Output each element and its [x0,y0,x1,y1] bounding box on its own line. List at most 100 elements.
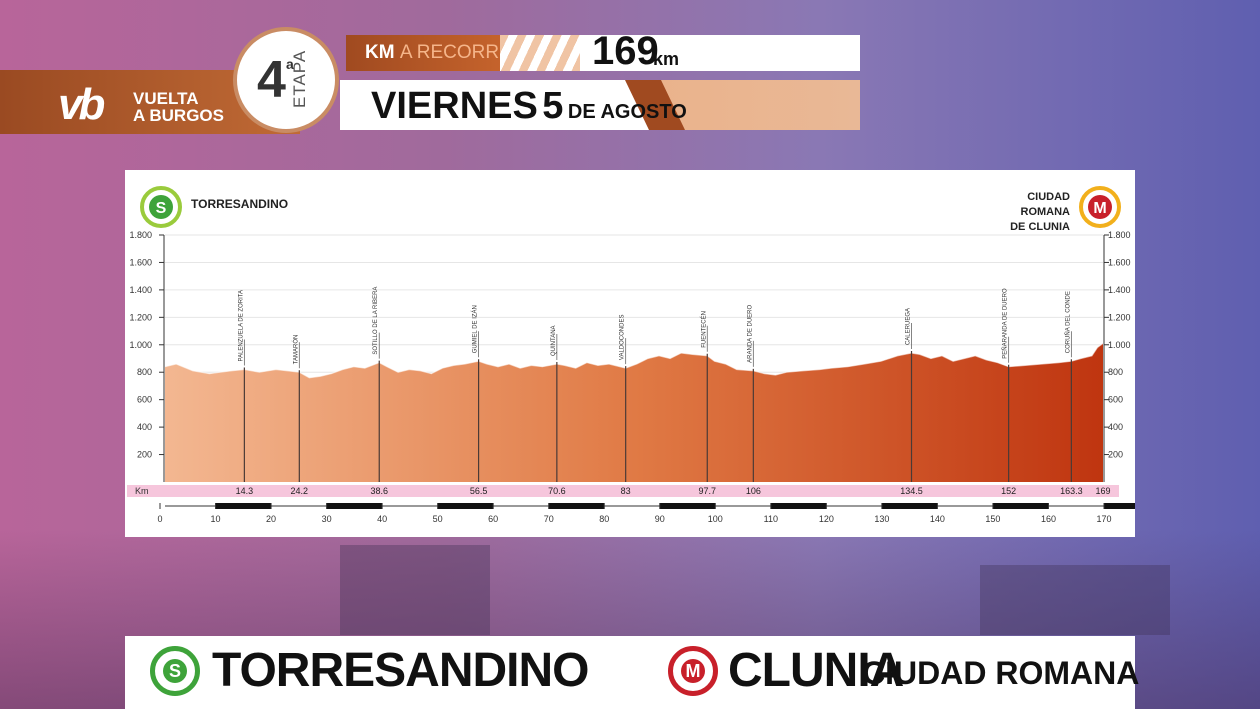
finish-marker-icon [1088,195,1112,219]
km-axis-segment [215,503,272,509]
km-label-orange: A RECORRER [399,42,526,63]
elevation-profile-area [165,343,1103,482]
waypoint-km-label: 97.7 [698,486,716,496]
km-axis-label: 40 [377,514,387,524]
km-label-white: KM [365,42,395,63]
y-tick-label-right: 400 [1108,422,1123,432]
date-day: 5 [542,85,564,127]
stage-number: 4 [257,51,286,109]
waypoint-name: SOTILLO DE LA RIBERA [373,287,379,355]
waypoint-name: QUINTANA [551,325,557,356]
km-axis-label: 80 [599,514,609,524]
waypoint-km-label: 38.6 [370,486,388,496]
waypoint-km-label: 152 [1001,486,1016,496]
waypoint-name: PALENZUELA DE ZORITA [238,290,244,361]
stage-date: VIERNES 5 DE AGOSTO [371,85,687,128]
y-tick-label-right: 600 [1108,395,1123,405]
footer-start-name: TORRESANDINO [212,644,589,697]
vuelta-burgos-logo: vb [58,80,105,129]
km-axis-label: 100 [708,514,723,524]
km-axis-label: 170 [1096,514,1111,524]
km-axis-label: 160 [1041,514,1056,524]
waypoint-km-label: 106 [746,486,761,496]
km-axis-label: 20 [266,514,276,524]
km-axis-segment [548,503,605,509]
y-tick-label-right: 1.200 [1108,312,1131,322]
y-tick-label-right: 1.600 [1108,257,1131,267]
brand-line-1: VUELTA [133,89,199,108]
y-tick-label-left: 1.000 [129,340,152,350]
km-band [346,35,514,71]
waypoint-name: VALDOCONDES [620,315,626,361]
finish-icon: M [681,659,705,683]
profile-card: PALENZUELA DE ZORITA TAMARÓN SOTILLO DE LA… [125,170,1135,537]
waypoint-km-label: 83 [621,486,631,496]
y-tick-label-left: 1.600 [129,257,152,267]
km-axis-segment [1104,503,1135,509]
y-tick-label-right: 200 [1108,450,1123,460]
km-axis-label: 120 [819,514,834,524]
y-tick-label-right: 1.000 [1108,340,1131,350]
km-axis-segment [659,503,716,509]
stage-badge [233,27,339,133]
decorative-stripes [500,35,590,71]
km-axis-label: 50 [433,514,443,524]
date-tan-band [660,80,860,130]
finish-label-line: CIUDAD [1027,191,1070,203]
y-tick-label-left: 1.400 [129,285,152,295]
y-tick-label-left: 400 [137,422,152,432]
finish-label-line: DE CLUNIA [1010,221,1070,233]
date-box [340,80,658,130]
waypoint-km-label: 70.6 [548,486,566,496]
km-axis-segment [881,503,938,509]
km-axis-label: 60 [488,514,498,524]
start-marker-letter: S [156,200,167,217]
km-axis-label: 30 [322,514,332,524]
brand-text: VUELTA A BURGOS [133,90,224,124]
start-badge: S [150,646,200,696]
finish-marker-letter: M [1093,200,1106,217]
date-month: DE AGOSTO [567,101,687,123]
stage-superscript: a [286,56,294,72]
route-footer [125,636,1135,709]
km-axis-segment [770,503,827,509]
waypoint-name: CALERUEGA [906,308,912,345]
elevation-profile-chart: PALENZUELA DE ZORITA TAMARÓN SOTILLO DE LA… [127,186,1135,524]
km-axis-label: 10 [211,514,221,524]
start-marker-icon [149,195,173,219]
km-axis-label: 90 [655,514,665,524]
background-building [980,565,1170,635]
y-tick-label-left: 1.200 [129,312,152,322]
waypoint-name: PEÑARANDA DE DUERO [1002,288,1009,359]
waypoint-km-label: 14.3 [236,486,254,496]
km-axis-label: 140 [930,514,945,524]
km-axis-label: 130 [874,514,889,524]
start-label: TORRESANDINO [191,197,288,211]
y-tick-label-right: 1.800 [1108,230,1131,240]
km-strip-label: Km [135,486,149,496]
km-axis-label: 110 [764,514,778,524]
waypoint-km-label: 24.2 [291,486,309,496]
y-tick-label-left: 1.800 [129,230,152,240]
waypoint-name: CORUÑA DEL CONDE [1064,291,1071,353]
waypoint-km-label: 163.3 [1060,486,1083,496]
brand-line-2: A BURGOS [133,106,224,125]
km-label: KM A RECORRER [365,42,525,64]
waypoint-km-label: 134.5 [900,486,923,496]
waypoint-km-label: 56.5 [470,486,488,496]
km-axis-label: 150 [985,514,1000,524]
km-value-box [580,35,860,71]
date-weekday: VIERNES [371,85,538,127]
finish-label-line: ROMANA [1021,206,1071,218]
footer-finish-subtitle: CIUDAD ROMANA [862,655,1140,691]
y-tick-label-left: 800 [137,367,152,377]
km-axis-segment [326,503,383,509]
km-value: 169 [592,29,659,73]
waypoint-name: ARANDA DE DUERO [747,305,753,363]
y-tick-label-left: 600 [137,395,152,405]
waypoint-name: TAMARÓN [292,335,299,365]
y-tick-label-left: 200 [137,450,152,460]
footer-finish-name: CLUNIA [728,644,904,697]
finish-badge: M [668,646,718,696]
y-tick-label-right: 800 [1108,367,1123,377]
